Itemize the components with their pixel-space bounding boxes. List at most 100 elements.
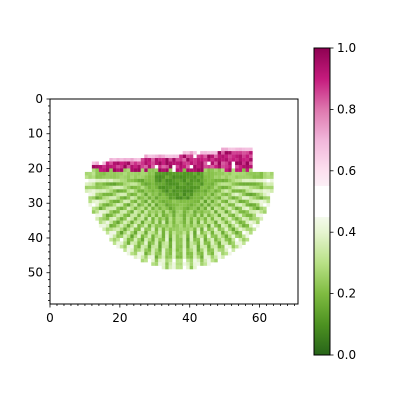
- heatmap-cell: [151, 185, 155, 190]
- heatmap-cell: [228, 189, 232, 193]
- heatmap-cell: [172, 196, 176, 200]
- heatmap-cell: [144, 182, 148, 186]
- heatmap-cell: [147, 192, 152, 197]
- heatmap-cell: [123, 161, 127, 166]
- heatmap-cell: [189, 224, 194, 228]
- heatmap-cell: [238, 244, 243, 249]
- heatmap-cell: [144, 158, 148, 162]
- heatmap-cell: [210, 220, 215, 225]
- heatmap-cell: [151, 196, 155, 200]
- heatmap-cell: [161, 265, 166, 270]
- heatmap-cell: [119, 168, 124, 173]
- heatmap-cell: [144, 230, 148, 235]
- heatmap-cell: [200, 241, 204, 245]
- heatmap-cell: [263, 210, 267, 214]
- heatmap-cell: [109, 175, 113, 179]
- heatmap-cell: [182, 192, 187, 197]
- heatmap-cell: [235, 213, 239, 218]
- heatmap-cell: [98, 220, 103, 225]
- heatmap-cell: [263, 192, 267, 197]
- heatmap-cell: [133, 217, 138, 221]
- heatmap-cell: [91, 168, 96, 173]
- y-tick-label: 0: [35, 92, 43, 106]
- heatmap-cell: [84, 182, 89, 186]
- heatmap-cell: [154, 192, 159, 197]
- heatmap-cell: [158, 164, 162, 169]
- heatmap-cell: [196, 234, 201, 239]
- heatmap-cell: [109, 213, 113, 218]
- heatmap-cell: [154, 168, 159, 173]
- heatmap-cell: [196, 220, 201, 225]
- heatmap-cell: [256, 217, 260, 221]
- heatmap-cell: [214, 210, 218, 214]
- heatmap-cell: [235, 192, 239, 197]
- heatmap-cell: [116, 168, 120, 173]
- heatmap-cell: [228, 171, 232, 176]
- heatmap-cell: [235, 178, 239, 183]
- heatmap-cell: [210, 189, 215, 193]
- heatmap-cell: [140, 161, 145, 166]
- heatmap-cell: [151, 182, 155, 186]
- heatmap-cell: [144, 196, 148, 200]
- heatmap-cell: [214, 220, 218, 225]
- heatmap-cell: [88, 182, 92, 186]
- heatmap-cell: [182, 203, 187, 207]
- heatmap-cell: [221, 161, 225, 166]
- heatmap-cell: [84, 185, 89, 190]
- heatmap-cell: [179, 178, 183, 183]
- heatmap-cell: [245, 217, 250, 221]
- heatmap-cell: [228, 220, 232, 225]
- heatmap-cell: [154, 217, 159, 221]
- heatmap-cell: [161, 244, 166, 249]
- heatmap-cell: [200, 230, 204, 235]
- heatmap-cell: [217, 178, 222, 183]
- heatmap-cell: [168, 178, 173, 183]
- heatmap-cell: [221, 241, 225, 245]
- heatmap-cell: [147, 168, 152, 173]
- heatmap-cell: [182, 158, 187, 162]
- heatmap-cell: [189, 213, 194, 218]
- heatmap-cell: [144, 220, 148, 225]
- heatmap-cell: [130, 175, 134, 179]
- heatmap-cell: [126, 217, 131, 221]
- heatmap-cell: [238, 217, 243, 221]
- heatmap-cell: [235, 151, 239, 155]
- heatmap-cell: [259, 203, 264, 207]
- heatmap-cell: [259, 206, 264, 211]
- heatmap-cell: [228, 175, 232, 179]
- heatmap-cell: [161, 237, 166, 242]
- heatmap-cell: [165, 265, 169, 270]
- heatmap-cell: [238, 168, 243, 173]
- heatmap-cell: [214, 171, 218, 176]
- heatmap-cell: [175, 192, 180, 197]
- heatmap-cell: [238, 241, 243, 245]
- heatmap-cell: [203, 224, 208, 228]
- heatmap-cell: [165, 258, 169, 263]
- heatmap-cell: [84, 171, 89, 176]
- heatmap-cell: [242, 164, 246, 169]
- heatmap-cell: [249, 185, 253, 190]
- heatmap-cell: [168, 213, 173, 218]
- heatmap-cell: [126, 248, 131, 252]
- heatmap-cell: [95, 217, 99, 221]
- heatmap-cell: [98, 224, 103, 228]
- heatmap-cell: [151, 237, 155, 242]
- heatmap-cell: [224, 189, 229, 193]
- heatmap-cell: [154, 203, 159, 207]
- heatmap-cell: [179, 168, 183, 173]
- heatmap-cell: [221, 213, 225, 218]
- heatmap-cell: [175, 258, 180, 263]
- heatmap-cell: [172, 154, 176, 159]
- heatmap-cell: [172, 255, 176, 259]
- heatmap-cell: [98, 196, 103, 200]
- heatmap-cell: [238, 199, 243, 204]
- heatmap-cell: [252, 217, 257, 221]
- heatmap-cell: [186, 258, 190, 263]
- heatmap-cell: [207, 178, 211, 183]
- heatmap-cell: [168, 206, 173, 211]
- heatmap-cell: [249, 147, 253, 152]
- heatmap-cell: [217, 227, 222, 232]
- heatmap-cell: [221, 171, 225, 176]
- heatmap-cell: [130, 189, 134, 193]
- heatmap-cell: [140, 227, 145, 232]
